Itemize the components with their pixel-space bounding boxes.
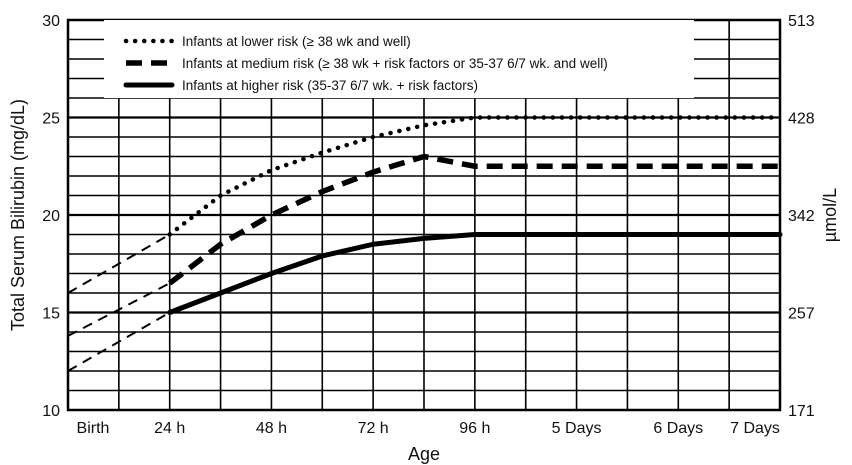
x-tick-label: 48 h xyxy=(256,420,287,437)
y-tick-label: 25 xyxy=(42,111,60,128)
y2-tick-label: 171 xyxy=(788,403,815,420)
x-tick-label: 5 Days xyxy=(552,420,602,437)
x-axis-ticks: Birth 24 h 48 h 72 h 96 h 5 Days 6 Days 7 Days xyxy=(77,420,780,437)
y2-tick-label: 513 xyxy=(788,13,815,30)
x-tick-label: 6 Days xyxy=(653,420,703,437)
x-axis-title: Age xyxy=(408,444,440,464)
legend: Infants at lower risk (≥ 38 wk and well)… xyxy=(104,20,694,98)
legend-label-1: Infants at lower risk (≥ 38 wk and well) xyxy=(182,34,411,49)
legend-label-3: Infants at higher risk (35-37 6/7 wk. + … xyxy=(182,78,478,93)
series-3-line xyxy=(167,232,783,315)
y2-tick-label: 428 xyxy=(788,111,815,128)
x-tick-label: 72 h xyxy=(358,420,389,437)
y2-axis-title: µmol/L xyxy=(820,188,840,242)
series-1-extrapolation xyxy=(67,233,171,294)
x-tick-label: Birth xyxy=(77,420,110,437)
legend-label-2: Infants at medium risk (≥ 38 wk + risk f… xyxy=(182,56,608,71)
x-tick-label: 96 h xyxy=(459,420,490,437)
x-tick-label: 7 Days xyxy=(730,420,780,437)
x-tick-label: 24 h xyxy=(154,420,185,437)
y-tick-label: 15 xyxy=(42,306,60,323)
y-tick-label: 30 xyxy=(42,13,60,30)
series-3-extrapolation xyxy=(67,311,171,372)
series-1-line xyxy=(167,115,783,237)
series-2-line xyxy=(168,153,780,286)
series-lines xyxy=(67,115,783,372)
y2-tick-label: 342 xyxy=(788,208,815,225)
series-2-extrapolation xyxy=(67,282,171,337)
y-tick-label: 10 xyxy=(42,403,60,420)
y-tick-label: 20 xyxy=(42,208,60,225)
y2-tick-label: 257 xyxy=(788,306,815,323)
y-axis-title: Total Serum Bilirubin (mg/dL) xyxy=(8,99,28,331)
y2-axis-ticks: 171 257 342 428 513 xyxy=(788,13,815,420)
y-axis-ticks: 10 15 20 25 30 xyxy=(42,13,60,420)
legend-background xyxy=(104,20,694,98)
